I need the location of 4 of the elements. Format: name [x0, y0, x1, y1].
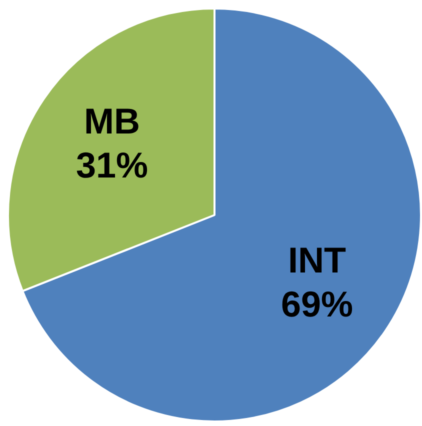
data-label: 31%: [76, 144, 148, 186]
slice-label: INT: [288, 240, 346, 281]
slice-label: MB: [84, 100, 140, 142]
data-label: 69%: [280, 284, 354, 325]
